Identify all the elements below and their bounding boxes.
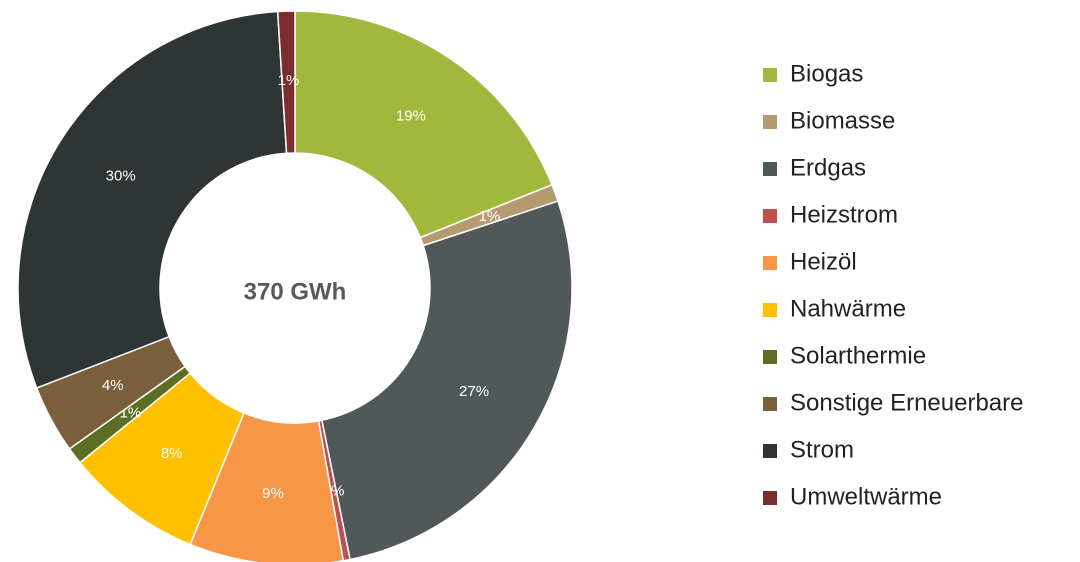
legend-swatch — [763, 256, 777, 270]
slice-label: 1% — [278, 72, 300, 89]
legend-swatch — [763, 162, 777, 176]
legend-label: Erdgas — [790, 154, 866, 181]
legend-label: Umweltwärme — [790, 483, 942, 510]
legend-label: Sonstige Erneuerbare — [790, 389, 1023, 416]
slice-label: 27% — [459, 383, 489, 400]
slice-label: 30% — [106, 167, 136, 184]
legend-swatch — [763, 491, 777, 505]
center-label: 370 GWh — [244, 278, 347, 305]
slice — [294, 10, 554, 239]
legend-label: Biogas — [790, 60, 863, 87]
legend-swatch — [763, 444, 777, 458]
legend-label: Heizstrom — [790, 201, 898, 228]
legend-swatch — [763, 397, 777, 411]
legend-label: Heizöl — [790, 248, 857, 275]
slice — [276, 10, 296, 155]
slice-label: 4% — [102, 377, 124, 394]
legend-swatch — [763, 115, 777, 129]
slice-label: 9% — [262, 485, 284, 502]
legend-label: Strom — [790, 436, 854, 463]
legend-swatch — [763, 209, 777, 223]
slice — [320, 200, 573, 561]
slice-label: 19% — [396, 107, 426, 124]
legend-label: Solarthermie — [790, 342, 926, 369]
legend-label: Biomasse — [790, 107, 895, 134]
legend-swatch — [763, 350, 777, 364]
legend-swatch — [763, 68, 777, 82]
slice-label: 1% — [479, 208, 501, 225]
slice-label: 8% — [161, 445, 183, 462]
legend-label: Nahwärme — [790, 295, 906, 322]
legend-swatch — [763, 303, 777, 317]
slice — [17, 10, 288, 389]
